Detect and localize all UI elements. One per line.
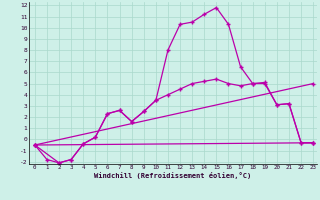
X-axis label: Windchill (Refroidissement éolien,°C): Windchill (Refroidissement éolien,°C) [94,172,252,179]
